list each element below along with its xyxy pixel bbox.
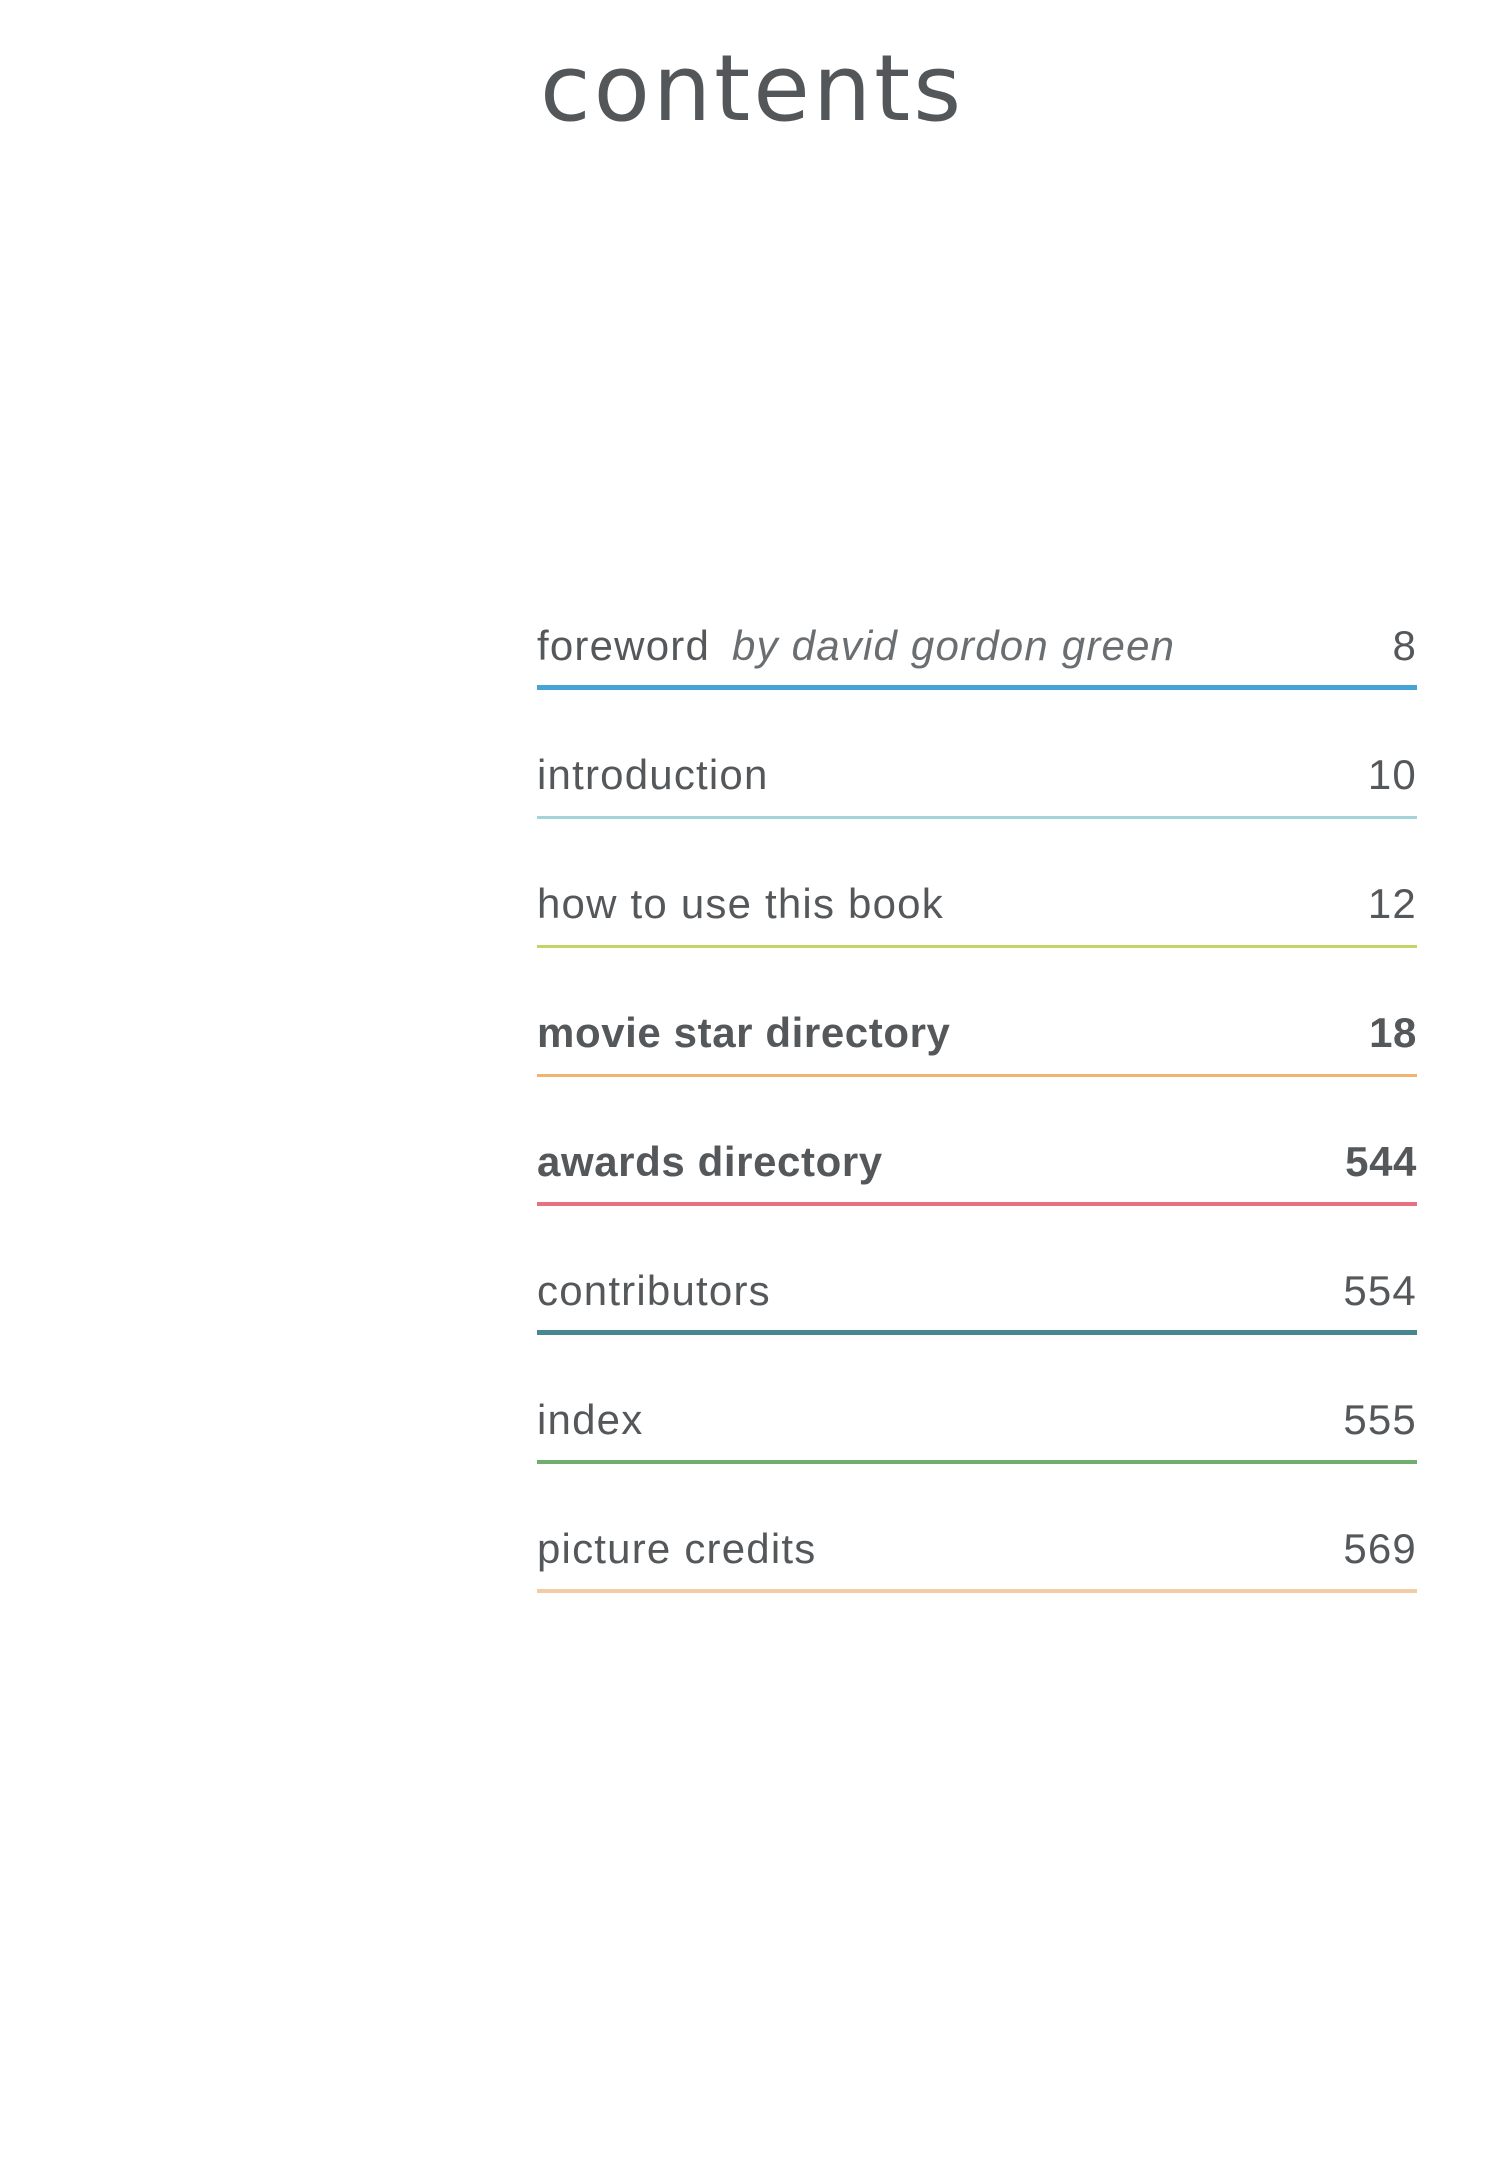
toc-row-rule [537, 1202, 1417, 1206]
toc-row-text: how to use this book 12 [537, 879, 1417, 927]
toc-row-text: introduction 10 [537, 750, 1417, 798]
toc-row-rule [537, 1074, 1417, 1077]
toc-row: index 555 [537, 1335, 1417, 1464]
toc-row: picture credits 569 [537, 1464, 1417, 1593]
toc-row-label-group: foreword by david gordon green [537, 621, 1176, 669]
toc-row-label-group: picture credits [537, 1524, 817, 1572]
toc-row-page-number: 569 [1343, 1524, 1417, 1572]
toc-row-label-group: awards directory [537, 1137, 883, 1185]
toc-row-rule [537, 685, 1417, 690]
toc-row-rule [537, 816, 1417, 819]
toc-list: foreword by david gordon green 8 introducti… [537, 561, 1417, 1593]
toc-row: how to use this book 12 [537, 819, 1417, 948]
toc-row-label: how to use this book [537, 879, 944, 927]
toc-row-label-group: how to use this book [537, 879, 944, 927]
toc-row-label-group: contributors [537, 1266, 771, 1314]
toc-row-text: index 555 [537, 1395, 1417, 1443]
toc-row-text: awards directory 544 [537, 1137, 1417, 1185]
toc-row-label-group: introduction [537, 750, 769, 798]
toc-row: introduction 10 [537, 690, 1417, 819]
toc-row-suffix: by david gordon green [732, 621, 1176, 669]
toc-row-label: introduction [537, 750, 769, 798]
toc-row-page-number: 544 [1345, 1137, 1417, 1185]
toc-row-label-group: index [537, 1395, 644, 1443]
toc-row: movie star directory 18 [537, 948, 1417, 1077]
toc-row-label-group: movie star directory [537, 1008, 951, 1056]
toc-row-rule [537, 1330, 1417, 1335]
toc-row-rule [537, 1589, 1417, 1593]
toc-row-label: awards directory [537, 1137, 883, 1185]
toc-row-page-number: 555 [1343, 1395, 1417, 1443]
toc-row-label: contributors [537, 1266, 771, 1314]
toc-row-page-number: 18 [1369, 1008, 1417, 1056]
toc-row-page-number: 10 [1367, 750, 1417, 798]
toc-row-text: picture credits 569 [537, 1524, 1417, 1572]
page-title: contents [540, 35, 965, 142]
toc-row-page-number: 554 [1343, 1266, 1417, 1314]
toc-row-text: contributors 554 [537, 1266, 1417, 1314]
toc-row-text: movie star directory 18 [537, 1008, 1417, 1056]
toc-row-rule [537, 945, 1417, 948]
toc-row: foreword by david gordon green 8 [537, 561, 1417, 690]
toc-row: contributors 554 [537, 1206, 1417, 1335]
toc-row-label: picture credits [537, 1524, 817, 1572]
toc-row-label: foreword [537, 621, 711, 669]
toc-row: awards directory 544 [537, 1077, 1417, 1206]
toc-row-label: index [537, 1395, 644, 1443]
toc-row-text: foreword by david gordon green 8 [537, 621, 1417, 669]
toc-row-rule [537, 1460, 1417, 1464]
toc-row-page-number: 12 [1367, 879, 1417, 927]
toc-row-page-number: 8 [1392, 621, 1417, 669]
toc-row-label: movie star directory [537, 1008, 951, 1056]
